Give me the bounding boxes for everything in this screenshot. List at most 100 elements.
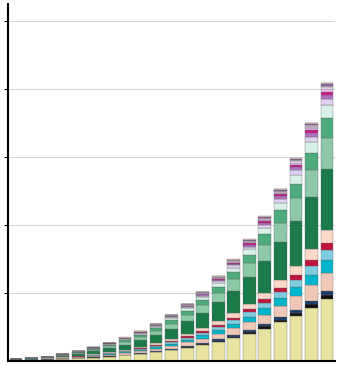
Bar: [290, 316, 302, 361]
Bar: [56, 356, 69, 357]
Bar: [227, 268, 240, 272]
Bar: [274, 299, 287, 306]
Bar: [259, 293, 271, 299]
Bar: [119, 339, 131, 340]
Bar: [41, 360, 54, 361]
Bar: [274, 223, 287, 242]
Bar: [165, 341, 178, 342]
Bar: [212, 325, 225, 327]
Bar: [321, 83, 334, 84]
Bar: [243, 254, 256, 264]
Bar: [305, 285, 318, 301]
Bar: [305, 266, 318, 274]
Bar: [227, 313, 240, 318]
Bar: [196, 297, 209, 300]
Bar: [243, 277, 256, 304]
Bar: [196, 294, 209, 295]
Bar: [87, 349, 100, 350]
Bar: [321, 273, 334, 291]
Bar: [149, 325, 162, 326]
Bar: [259, 218, 271, 219]
Bar: [181, 342, 194, 346]
Bar: [165, 318, 178, 320]
Bar: [243, 246, 256, 249]
Bar: [227, 337, 240, 338]
Bar: [259, 219, 271, 220]
Bar: [274, 322, 287, 361]
Bar: [196, 292, 209, 293]
Bar: [119, 352, 131, 353]
Bar: [243, 312, 256, 317]
Bar: [243, 245, 256, 246]
Bar: [259, 216, 271, 217]
Bar: [290, 274, 302, 280]
Bar: [321, 99, 334, 105]
Bar: [305, 304, 318, 308]
Bar: [259, 324, 271, 326]
Bar: [181, 315, 194, 321]
Bar: [149, 349, 162, 351]
Bar: [243, 330, 256, 332]
Bar: [181, 348, 194, 361]
Bar: [196, 328, 209, 331]
Bar: [72, 357, 85, 358]
Bar: [56, 358, 69, 359]
Bar: [305, 127, 318, 128]
Bar: [259, 308, 271, 315]
Bar: [243, 309, 256, 312]
Bar: [321, 169, 334, 230]
Bar: [321, 118, 334, 138]
Bar: [181, 307, 194, 308]
Bar: [212, 334, 225, 339]
Bar: [259, 315, 271, 324]
Bar: [149, 331, 162, 335]
Bar: [103, 352, 116, 353]
Bar: [290, 165, 302, 167]
Bar: [149, 346, 162, 347]
Bar: [212, 327, 225, 330]
Bar: [305, 130, 318, 133]
Bar: [290, 221, 302, 266]
Bar: [212, 342, 225, 361]
Bar: [305, 274, 318, 285]
Bar: [290, 266, 302, 274]
Bar: [119, 356, 131, 361]
Bar: [259, 326, 271, 328]
Bar: [274, 194, 287, 196]
Bar: [305, 308, 318, 361]
Bar: [290, 313, 302, 316]
Bar: [243, 264, 256, 277]
Bar: [181, 340, 194, 342]
Bar: [274, 199, 287, 203]
Bar: [149, 345, 162, 346]
Bar: [165, 344, 178, 346]
Bar: [212, 280, 225, 281]
Bar: [134, 347, 147, 348]
Bar: [72, 353, 85, 354]
Bar: [196, 335, 209, 339]
Bar: [103, 345, 116, 346]
Bar: [196, 339, 209, 343]
Bar: [103, 346, 116, 348]
Bar: [165, 350, 178, 361]
Bar: [321, 243, 334, 250]
Bar: [290, 280, 302, 287]
Bar: [321, 295, 334, 299]
Bar: [274, 190, 287, 191]
Bar: [149, 327, 162, 328]
Bar: [259, 234, 271, 245]
Bar: [243, 242, 256, 243]
Bar: [274, 192, 287, 193]
Bar: [196, 295, 209, 296]
Bar: [165, 329, 178, 339]
Bar: [227, 335, 240, 337]
Bar: [181, 311, 194, 315]
Bar: [321, 291, 334, 295]
Bar: [134, 350, 147, 351]
Bar: [25, 360, 38, 361]
Bar: [227, 318, 240, 320]
Bar: [305, 124, 318, 125]
Bar: [119, 342, 131, 345]
Bar: [119, 355, 131, 356]
Bar: [134, 349, 147, 350]
